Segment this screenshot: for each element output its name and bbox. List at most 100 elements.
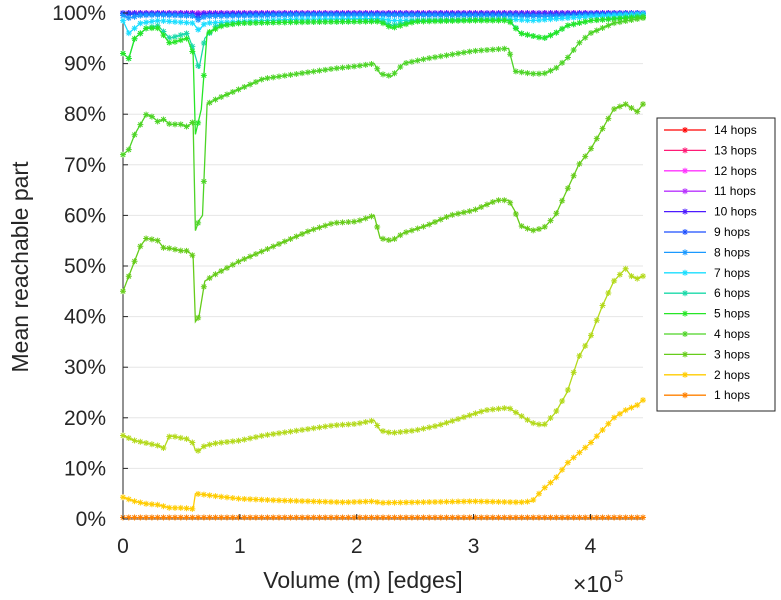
data-point-marker <box>512 514 519 521</box>
data-point-marker <box>131 35 138 42</box>
data-point-marker <box>564 386 571 393</box>
data-point-marker <box>507 51 514 58</box>
data-point-marker <box>287 235 294 242</box>
data-point-marker <box>224 494 230 501</box>
data-point-marker <box>125 11 132 18</box>
data-point-marker <box>640 397 646 404</box>
legend-item: 9 hops <box>664 225 750 239</box>
data-point-marker <box>374 12 381 19</box>
data-point-marker <box>293 497 300 504</box>
data-point-marker <box>582 444 589 451</box>
data-point-marker <box>160 12 167 19</box>
data-point-marker <box>682 290 688 297</box>
data-point-marker <box>200 72 207 79</box>
data-point-marker <box>374 224 381 231</box>
data-point-marker <box>582 34 589 41</box>
data-point-marker <box>351 421 358 428</box>
data-point-marker <box>293 12 300 19</box>
data-point-marker <box>322 12 329 19</box>
data-point-marker <box>380 235 386 242</box>
data-point-marker <box>345 18 352 25</box>
data-point-marker <box>339 499 346 506</box>
data-point-marker <box>501 498 508 505</box>
data-point-marker <box>408 499 415 506</box>
data-point-marker <box>183 30 190 37</box>
data-point-marker <box>449 51 456 58</box>
data-point-marker <box>640 514 646 521</box>
data-point-marker <box>247 253 254 260</box>
legend-box <box>656 117 776 412</box>
data-point-marker <box>403 12 410 19</box>
data-point-marker <box>166 39 173 46</box>
data-point-marker <box>536 226 542 233</box>
y-axis-label: Mean reachable part <box>7 161 33 373</box>
data-point-marker <box>154 501 161 508</box>
data-point-marker <box>553 64 560 71</box>
data-point-marker <box>426 55 433 62</box>
data-point-marker <box>310 226 317 233</box>
data-point-marker <box>328 498 334 505</box>
data-point-marker <box>299 498 306 505</box>
data-point-marker <box>611 514 618 521</box>
data-point-marker <box>172 514 178 521</box>
legend-label: 1 hops <box>714 388 750 402</box>
data-point-marker <box>189 48 196 55</box>
data-point-marker <box>478 498 485 505</box>
data-point-marker <box>166 433 173 440</box>
data-point-marker <box>172 504 178 511</box>
data-point-marker <box>328 514 334 521</box>
data-point-marker <box>374 514 381 521</box>
data-point-marker <box>455 514 462 521</box>
data-point-marker <box>328 12 334 19</box>
y-tick-label: 50% <box>64 255 106 278</box>
data-point-marker <box>628 514 635 521</box>
data-point-marker <box>682 331 688 337</box>
data-point-marker <box>224 13 230 20</box>
data-point-marker <box>299 514 306 521</box>
data-point-marker <box>148 501 155 508</box>
data-point-marker <box>235 495 242 502</box>
data-point-marker <box>143 12 150 19</box>
data-point-marker <box>478 204 485 211</box>
data-point-marker <box>576 14 583 21</box>
data-point-marker <box>189 20 196 27</box>
data-point-marker <box>247 12 254 19</box>
data-point-marker <box>172 433 178 440</box>
data-point-marker <box>189 439 196 446</box>
data-point-marker <box>131 25 138 32</box>
data-point-marker <box>512 16 519 23</box>
series-3-hops <box>120 101 646 324</box>
data-point-marker <box>281 238 288 245</box>
data-point-marker <box>304 228 311 235</box>
data-point-marker <box>195 514 202 521</box>
data-point-marker <box>408 227 415 234</box>
data-point-marker <box>466 17 473 24</box>
data-point-marker <box>368 514 375 521</box>
data-point-marker <box>183 123 190 130</box>
data-point-marker <box>172 33 178 40</box>
data-point-marker <box>328 65 334 72</box>
data-point-marker <box>322 66 329 73</box>
data-point-marker <box>322 423 329 430</box>
data-point-marker <box>576 19 583 26</box>
data-point-marker <box>524 416 531 423</box>
data-point-marker <box>229 438 236 445</box>
data-point-marker <box>177 504 184 511</box>
data-point-marker <box>541 70 548 77</box>
data-point-marker <box>258 432 265 439</box>
data-point-marker <box>328 220 334 227</box>
data-point-marker <box>351 63 358 70</box>
data-point-marker <box>616 15 623 22</box>
data-point-marker <box>137 30 144 37</box>
data-point-marker <box>224 514 230 521</box>
data-point-marker <box>166 120 173 127</box>
legend-label: 3 hops <box>714 347 750 361</box>
data-point-marker <box>472 410 479 417</box>
legend-item: 4 hops <box>664 327 750 341</box>
data-point-marker <box>495 405 502 412</box>
legend-label: 7 hops <box>714 266 750 280</box>
data-point-marker <box>443 498 450 505</box>
data-point-marker <box>131 131 138 138</box>
data-point-marker <box>455 416 462 423</box>
data-point-marker <box>299 16 306 23</box>
